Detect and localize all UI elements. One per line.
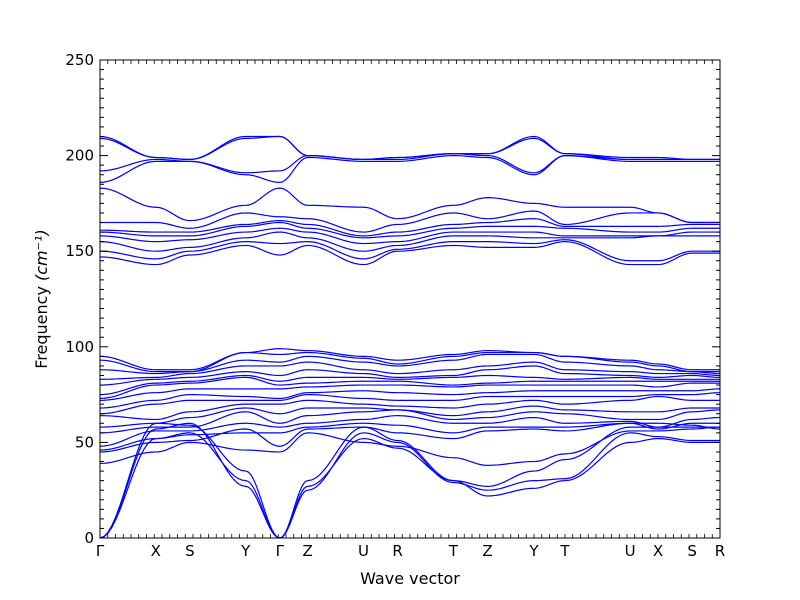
x-tick-label: U <box>625 542 636 560</box>
phonon-band-32 <box>99 135 720 161</box>
phonon-band-26 <box>99 218 720 237</box>
phonon-band-27 <box>100 210 720 233</box>
x-tick-label: X <box>653 542 663 560</box>
phonon-band-13 <box>99 382 720 401</box>
phonon-band-7 <box>99 415 721 447</box>
phonon-band-24 <box>99 227 720 245</box>
x-tick-label: R <box>392 542 402 560</box>
y-tick-label: 100 <box>65 338 94 356</box>
phonon-band-1 <box>99 432 720 539</box>
x-tick-label: S <box>687 542 697 560</box>
phonon-band-4 <box>99 426 721 466</box>
phonon-band-18 <box>99 353 721 375</box>
x-tick-label: Y <box>528 542 539 560</box>
phonon-band-8 <box>99 409 721 434</box>
phonon-band-22 <box>99 239 720 262</box>
y-tick-label: 200 <box>65 147 94 165</box>
y-tick-label: 150 <box>65 242 94 260</box>
phonon-band-5 <box>99 422 721 453</box>
phonon-band-25 <box>99 221 720 239</box>
y-tick-labels: 0 50 100 150 200 250 <box>65 51 94 547</box>
y-axis-title-text: Frequency <box>32 286 51 369</box>
phonon-band-11 <box>99 392 721 415</box>
phonon-band-15 <box>99 374 720 396</box>
phonon-band-6 <box>99 422 720 451</box>
y-axis-title-unit: (cm⁻¹) <box>32 229 51 281</box>
x-tick-label: Y <box>240 542 251 560</box>
phonon-band-9 <box>99 405 720 428</box>
phonon-band-16 <box>99 365 721 386</box>
phonon-band-31 <box>99 135 720 161</box>
phonon-band-28 <box>99 187 720 224</box>
phonon-band-2 <box>99 422 720 539</box>
x-tick-label: T <box>448 542 459 560</box>
phonon-band-10 <box>99 395 720 421</box>
x-tick-label: S <box>185 542 195 560</box>
phonon-band-23 <box>99 231 720 252</box>
phonon-band-3 <box>99 422 720 539</box>
y-tick-label: 250 <box>65 51 94 69</box>
phonon-band-21 <box>99 241 720 266</box>
x-tick-label: R <box>715 542 725 560</box>
y-tick-label: 50 <box>75 433 94 451</box>
x-tick-label: Z <box>482 542 492 560</box>
x-tick-label: Γ <box>276 542 285 560</box>
phonon-band-29 <box>99 154 720 183</box>
x-tick-label: X <box>151 542 161 560</box>
phonon-band-19 <box>99 351 720 373</box>
phonon-band-14 <box>99 376 720 400</box>
axis-ticks <box>99 59 721 539</box>
y-axis-title: Frequency (cm⁻¹) <box>32 229 51 368</box>
x-tick-label: T <box>559 542 570 560</box>
phonon-band-20 <box>99 348 720 371</box>
x-tick-label: Γ <box>96 542 105 560</box>
band-lines <box>99 135 721 539</box>
plot-frame <box>99 59 721 539</box>
x-tick-label: Z <box>303 542 313 560</box>
x-axis-title: Wave vector <box>360 569 460 588</box>
x-tick-label: U <box>358 542 369 560</box>
phonon-band-17 <box>99 361 721 380</box>
y-tick-label: 0 <box>84 529 94 547</box>
phonon-band-12 <box>99 388 721 409</box>
